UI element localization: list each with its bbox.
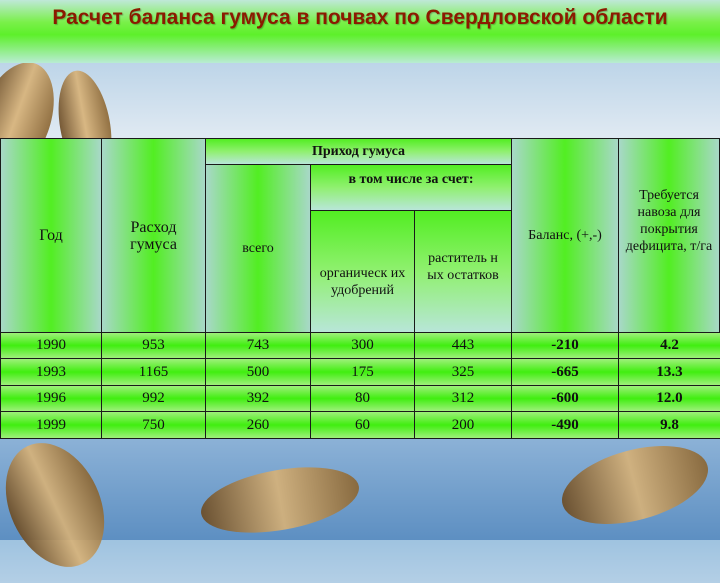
header-including: в том числе за счет:: [310, 164, 512, 211]
header-income: Приход гумуса: [205, 138, 512, 165]
cell-expense: 992: [101, 385, 206, 412]
cell-year: 1993: [0, 358, 102, 386]
cell-plant: 312: [414, 385, 512, 412]
cell-plant: 200: [414, 411, 512, 439]
cell-expense: 953: [101, 332, 206, 359]
title-band: [0, 0, 720, 63]
wheat-bottom-1: [0, 427, 124, 583]
cell-organic: 175: [310, 358, 415, 386]
header-manure: Требуется навоза для покрытия дефицита, …: [618, 138, 720, 333]
cell-manure: 12.0: [618, 385, 720, 412]
cell-manure: 13.3: [618, 358, 720, 386]
header-expense: Расход гумуса: [101, 138, 206, 333]
header-organic: органическ их удобрений: [310, 210, 415, 333]
cell-expense: 1165: [101, 358, 206, 386]
slide-title: Расчет баланса гумуса в почвах по Свердл…: [52, 6, 668, 29]
cell-manure: 9.8: [618, 411, 720, 439]
cell-year: 1996: [0, 385, 102, 412]
cell-year: 1999: [0, 411, 102, 439]
cell-organic: 80: [310, 385, 415, 412]
cell-organic: 60: [310, 411, 415, 439]
cell-expense: 750: [101, 411, 206, 439]
wheat-bottom-3: [553, 431, 717, 539]
header-year: Год: [0, 138, 102, 333]
cell-balance: -600: [511, 385, 619, 412]
cell-total: 260: [205, 411, 311, 439]
cell-manure: 4.2: [618, 332, 720, 359]
cell-organic: 300: [310, 332, 415, 359]
header-total: всего: [205, 164, 311, 333]
cell-plant: 443: [414, 332, 512, 359]
cell-plant: 325: [414, 358, 512, 386]
cell-total: 392: [205, 385, 311, 412]
cell-year: 1990: [0, 332, 102, 359]
wheat-bottom-2: [196, 456, 364, 544]
cell-balance: -210: [511, 332, 619, 359]
header-plant: раститель ных остатков: [414, 210, 512, 333]
cell-total: 500: [205, 358, 311, 386]
cell-balance: -665: [511, 358, 619, 386]
cell-balance: -490: [511, 411, 619, 439]
cell-total: 743: [205, 332, 311, 359]
header-balance: Баланс, (+,-): [511, 138, 619, 333]
